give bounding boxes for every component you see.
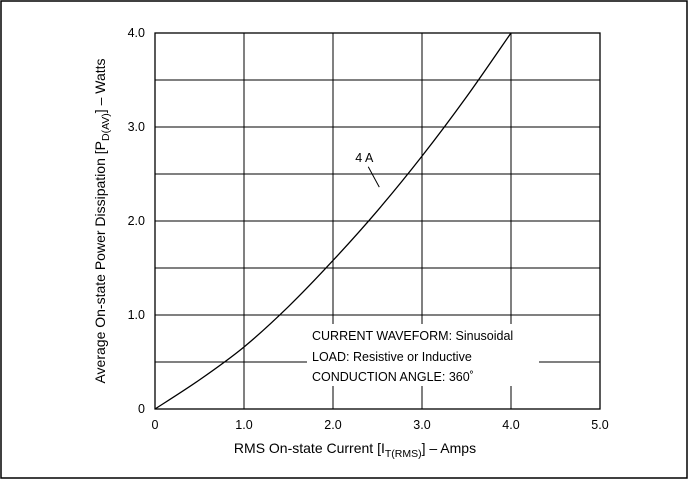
x-axis-label-sub: T(RMS) bbox=[385, 448, 422, 460]
annotation-background bbox=[307, 324, 539, 386]
y-tick-label: 2.0 bbox=[128, 214, 145, 228]
plot-area bbox=[154, 32, 601, 410]
y-axis-label: Average On-state Power Dissipation [PD(A… bbox=[92, 58, 112, 383]
y-axis-label-tail: ] – Watts bbox=[92, 58, 108, 113]
x-tick-label: 1.0 bbox=[235, 418, 252, 432]
x-axis-label: RMS On-state Current [IT(RMS)] – Amps bbox=[234, 440, 476, 460]
y-tick-label: 4.0 bbox=[128, 26, 145, 40]
y-axis-label-main: Average On-state Power Dissipation [P bbox=[92, 141, 108, 384]
y-axis-label-sub: D(AV) bbox=[100, 113, 112, 141]
x-tick-labels: 0 1.0 2.0 3.0 4.0 5.0 bbox=[152, 418, 609, 432]
y-tick-labels: 0 1.0 2.0 3.0 4.0 bbox=[128, 26, 145, 416]
annotation-conduction-angle: CONDUCTION ANGLE: 360˚ bbox=[312, 370, 474, 384]
x-tick-label: 5.0 bbox=[591, 418, 608, 432]
y-tick-label: 1.0 bbox=[128, 308, 145, 322]
series-label-4a: 4 A bbox=[355, 151, 374, 165]
x-axis-label-tail: ] – Amps bbox=[422, 440, 476, 456]
y-tick-label: 0 bbox=[138, 402, 145, 416]
series-line-4a bbox=[154, 32, 512, 410]
x-tick-label: 2.0 bbox=[324, 418, 341, 432]
plot-border bbox=[154, 32, 601, 410]
annotation-load: LOAD: Resistive or Inductive bbox=[312, 350, 472, 364]
x-tick-label: 3.0 bbox=[413, 418, 430, 432]
series-group: 4 A bbox=[154, 32, 512, 410]
x-axis-label-main: RMS On-state Current [I bbox=[234, 440, 385, 456]
y-tick-label: 3.0 bbox=[128, 120, 145, 134]
series-label-pointer bbox=[367, 166, 380, 188]
annotation-waveform: CURRENT WAVEFORM: Sinusoidal bbox=[312, 329, 513, 343]
annotation-box: CURRENT WAVEFORM: Sinusoidal LOAD: Resis… bbox=[307, 324, 539, 386]
x-tick-label: 0 bbox=[152, 418, 159, 432]
x-tick-label: 4.0 bbox=[502, 418, 519, 432]
